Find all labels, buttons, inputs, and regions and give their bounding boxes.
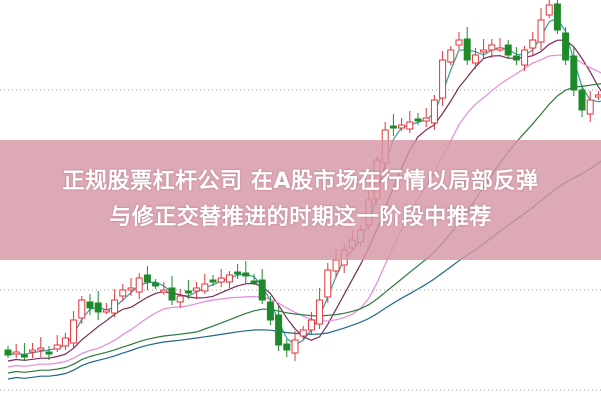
down-candle	[20, 354, 28, 358]
up-candle	[471, 54, 479, 64]
up-candle	[422, 117, 430, 122]
down-candle	[250, 280, 258, 284]
down-candle	[152, 282, 160, 287]
up-candle	[488, 44, 496, 51]
up-candle	[299, 329, 307, 337]
down-candle	[143, 274, 151, 283]
down-candle	[562, 32, 570, 61]
up-candle	[529, 39, 537, 49]
up-candle	[537, 19, 545, 43]
headline-banner: 正规股票杠杆公司 在A股市场在行情以局部反弹 与修正交替推进的时期这一阶段中推荐	[0, 140, 601, 260]
up-candle	[586, 99, 594, 115]
up-candle	[316, 299, 324, 325]
up-candle	[102, 309, 110, 313]
up-candle	[324, 269, 332, 298]
up-candle	[193, 287, 201, 292]
down-candle	[242, 272, 250, 277]
up-candle	[127, 287, 135, 291]
up-candle	[521, 49, 529, 66]
up-candle	[12, 351, 20, 355]
down-candle	[512, 55, 520, 61]
down-candle	[553, 3, 561, 31]
up-candle	[406, 121, 414, 130]
up-candle	[225, 274, 233, 283]
down-candle	[4, 349, 12, 356]
up-candle	[291, 339, 299, 354]
up-candle	[61, 337, 69, 347]
up-candle	[53, 344, 61, 350]
down-candle	[266, 301, 274, 321]
up-candle	[78, 299, 86, 319]
up-candle	[480, 49, 488, 53]
up-candle	[496, 47, 504, 51]
down-candle	[275, 314, 283, 346]
up-candle	[201, 283, 209, 292]
up-candle	[398, 124, 406, 129]
up-candle	[594, 94, 601, 98]
up-candle	[430, 99, 438, 124]
up-candle	[176, 295, 184, 303]
up-candle	[307, 319, 315, 331]
headline-line-1: 正规股票杠杆公司 在A股市场在行情以局部反弹	[62, 169, 539, 194]
down-candle	[86, 301, 94, 309]
down-candle	[258, 279, 266, 301]
down-candle	[184, 290, 192, 294]
down-candle	[283, 343, 291, 351]
up-candle	[455, 39, 463, 46]
up-candle	[545, 4, 553, 16]
up-candle	[447, 49, 455, 63]
down-candle	[168, 287, 176, 301]
moving-average-line	[7, 39, 601, 362]
down-candle	[578, 89, 586, 111]
down-candle	[234, 271, 242, 275]
up-candle	[29, 349, 37, 353]
up-candle	[217, 277, 225, 283]
up-candle	[37, 347, 45, 351]
down-candle	[94, 302, 102, 313]
headline-line-2: 与修正交替推进的时期这一阶段中推荐	[109, 205, 492, 230]
down-candle	[504, 44, 512, 56]
up-candle	[119, 289, 127, 297]
down-candle	[45, 351, 53, 355]
down-candle	[414, 118, 422, 122]
up-candle	[439, 59, 447, 99]
down-candle	[463, 38, 471, 61]
up-candle	[332, 259, 340, 272]
up-candle	[135, 277, 143, 293]
moving-average-line	[7, 54, 601, 368]
down-candle	[209, 279, 217, 283]
up-candle	[70, 319, 78, 344]
down-candle	[389, 125, 397, 129]
up-candle	[160, 289, 168, 293]
up-candle	[111, 299, 119, 314]
down-candle	[570, 55, 578, 91]
